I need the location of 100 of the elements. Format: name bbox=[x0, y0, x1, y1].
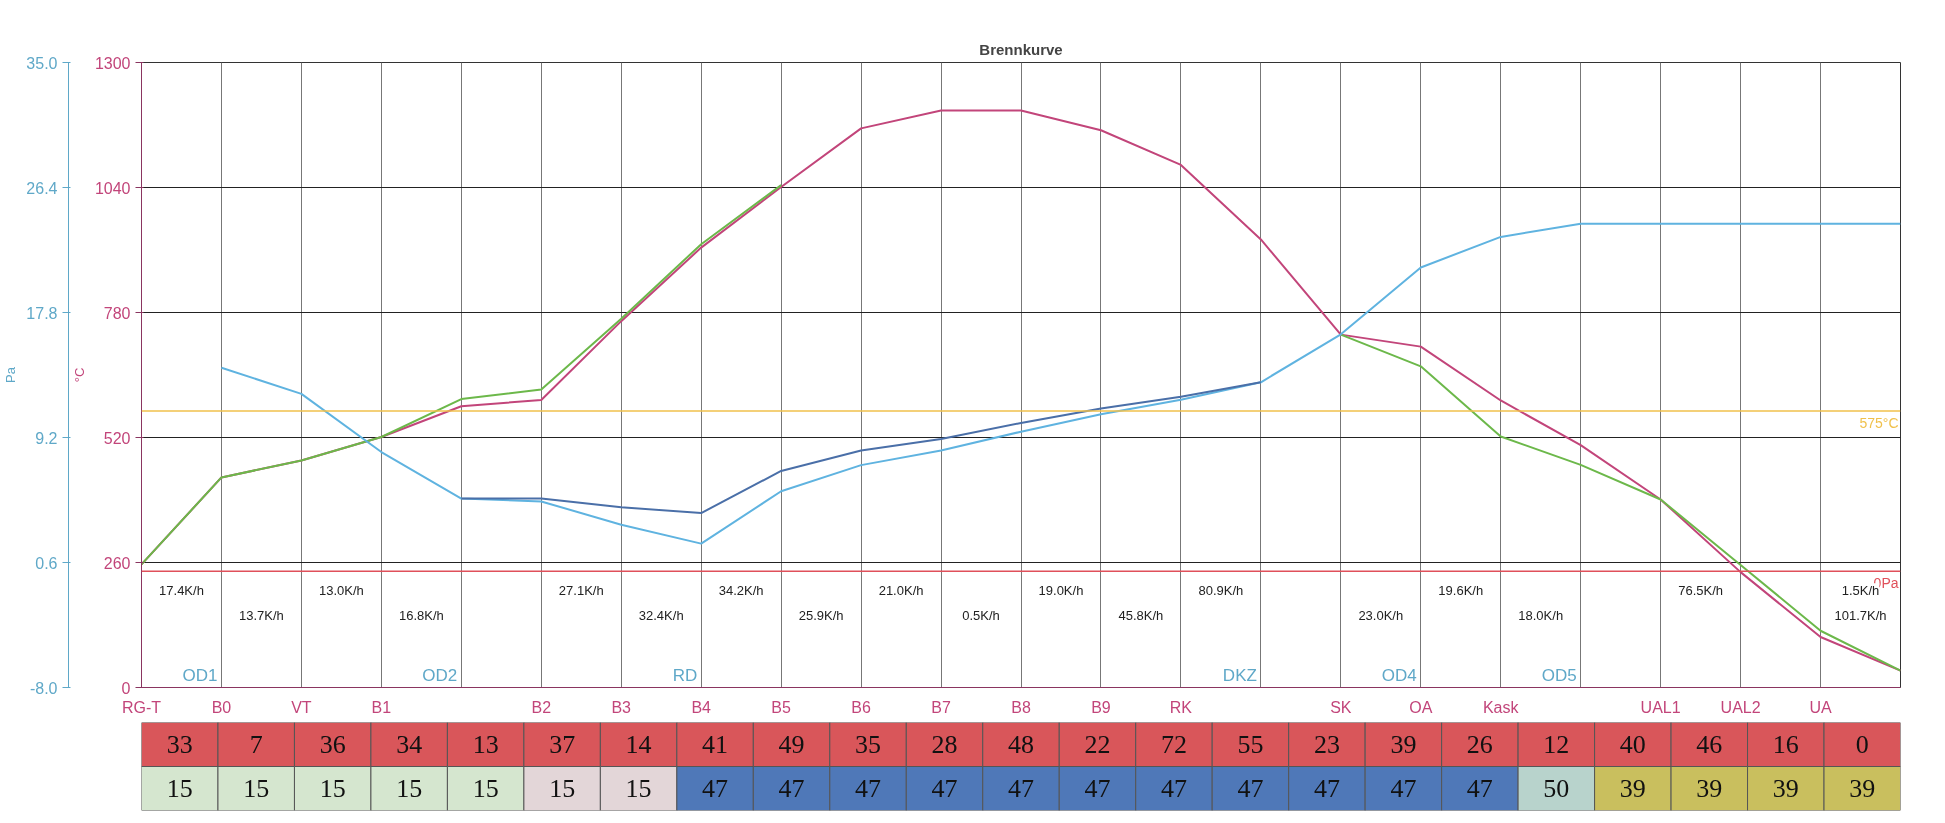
annotation: OD4 bbox=[1381, 665, 1417, 685]
x-tick-label: RG-T bbox=[121, 698, 162, 716]
annotation: 101.7K/h bbox=[1834, 608, 1887, 624]
x-tick-label: UAL1 bbox=[1640, 698, 1681, 716]
x-tick-label: RK bbox=[1169, 698, 1193, 716]
annotation: OD5 bbox=[1541, 665, 1577, 685]
data-label: 47 bbox=[702, 774, 729, 803]
data-label: 55 bbox=[1237, 730, 1264, 759]
data-label: 15 bbox=[319, 774, 346, 803]
x-tick-label: B9 bbox=[1091, 698, 1111, 716]
x-tick-label: B6 bbox=[851, 698, 871, 716]
data-label: 47 bbox=[855, 774, 882, 803]
y2-axis-title: Pa bbox=[3, 366, 19, 383]
y-axis-title: °C bbox=[71, 367, 87, 383]
data-label: 15 bbox=[396, 774, 423, 803]
data-label: 47 bbox=[1160, 774, 1187, 803]
data-label: 47 bbox=[1008, 774, 1034, 803]
data-label: 39 bbox=[1696, 774, 1723, 803]
data-label: 46 bbox=[1696, 730, 1723, 759]
annotation: DKZ bbox=[1222, 665, 1257, 685]
data-label: 26 bbox=[1466, 730, 1493, 759]
data-label: 16 bbox=[1772, 730, 1799, 759]
annotation: 25.9K/h bbox=[798, 608, 844, 624]
y2-tick-label: -8.0 bbox=[29, 679, 58, 697]
data-label: 47 bbox=[778, 774, 805, 803]
annotation: 1.5K/h bbox=[1841, 583, 1880, 599]
y-tick-label: 1040 bbox=[94, 179, 131, 197]
data-label: 48 bbox=[1008, 730, 1034, 759]
data-label: 39 bbox=[1619, 774, 1646, 803]
y2-tick-label: 26.4 bbox=[26, 179, 58, 197]
x-tick-label: UAL2 bbox=[1720, 698, 1761, 716]
y-tick-label: 0 bbox=[121, 679, 131, 697]
annotation: 34.2K/h bbox=[718, 583, 764, 599]
annotation: RD bbox=[672, 665, 698, 685]
y2-tick-label: 9.2 bbox=[35, 429, 58, 447]
data-label: 41 bbox=[702, 730, 729, 759]
data-label: 37 bbox=[549, 730, 576, 759]
data-label: 15 bbox=[549, 774, 576, 803]
data-label: 28 bbox=[931, 730, 958, 759]
data-label: 35 bbox=[855, 730, 882, 759]
ref-line-label: 575°C bbox=[1859, 415, 1899, 432]
chart-title: Brennkurve bbox=[979, 40, 1063, 58]
data-label: 39 bbox=[1849, 774, 1876, 803]
annotation: 23.0K/h bbox=[1358, 608, 1404, 624]
data-label: 12 bbox=[1543, 730, 1570, 759]
data-label: 14 bbox=[625, 730, 652, 759]
annotation: 19.0K/h bbox=[1038, 583, 1084, 599]
annotation: 0.5K/h bbox=[962, 608, 1000, 624]
data-label: 15 bbox=[472, 774, 499, 803]
data-label: 39 bbox=[1772, 774, 1799, 803]
y-tick-label: 780 bbox=[103, 304, 131, 322]
line-series bbox=[460, 381, 1262, 515]
annotation: 76.5K/h bbox=[1678, 583, 1724, 599]
data-label: 47 bbox=[1237, 774, 1264, 803]
data-label: 15 bbox=[166, 774, 193, 803]
data-label: 13 bbox=[472, 730, 499, 759]
annotation: 13.0K/h bbox=[318, 583, 364, 599]
data-label: 39 bbox=[1390, 730, 1417, 759]
data-label: 36 bbox=[319, 730, 346, 759]
y2-tick-label: 35.0 bbox=[26, 54, 58, 72]
data-label: 40 bbox=[1619, 730, 1646, 759]
x-tick-label: SK bbox=[1330, 698, 1352, 716]
data-label: 7 bbox=[249, 730, 263, 759]
y2-tick-label: 0.6 bbox=[35, 554, 58, 572]
x-tick-label: UA bbox=[1809, 698, 1832, 716]
annotation: 17.4K/h bbox=[159, 583, 204, 599]
data-label: 49 bbox=[778, 730, 805, 759]
y-tick-label: 1300 bbox=[94, 54, 131, 72]
data-label: 47 bbox=[1313, 774, 1340, 803]
y-tick-label: 260 bbox=[103, 554, 131, 572]
annotation: 80.9K/h bbox=[1198, 583, 1244, 599]
annotation: 45.8K/h bbox=[1118, 608, 1164, 624]
data-label: 47 bbox=[1084, 774, 1111, 803]
annotation: 18.0K/h bbox=[1518, 608, 1564, 624]
x-tick-label: B3 bbox=[611, 698, 632, 716]
data-label: 47 bbox=[931, 774, 958, 803]
x-tick-label: VT bbox=[291, 698, 312, 716]
annotation: 19.6K/h bbox=[1438, 583, 1484, 599]
x-tick-label: Kask bbox=[1482, 698, 1520, 716]
annotation: 21.0K/h bbox=[878, 583, 924, 599]
annotation: 32.4K/h bbox=[638, 608, 684, 624]
data-label: 22 bbox=[1084, 730, 1111, 759]
data-label: 23 bbox=[1313, 730, 1340, 759]
data-label: 15 bbox=[243, 774, 270, 803]
x-tick-label: B5 bbox=[771, 698, 792, 716]
data-label: 47 bbox=[1390, 774, 1417, 803]
annotation: OD2 bbox=[422, 665, 458, 685]
annotation: 13.7K/h bbox=[239, 608, 284, 624]
data-label: 72 bbox=[1160, 730, 1187, 759]
data-label: 50 bbox=[1543, 774, 1570, 803]
y2-tick-label: 17.8 bbox=[26, 304, 58, 322]
data-label: 0 bbox=[1855, 730, 1869, 759]
x-tick-label: B4 bbox=[691, 698, 712, 716]
x-tick-label: B2 bbox=[531, 698, 552, 716]
x-tick-label: B8 bbox=[1011, 698, 1031, 716]
y-tick-label: 520 bbox=[103, 429, 131, 447]
x-tick-label: B0 bbox=[211, 698, 232, 716]
data-label: 34 bbox=[396, 730, 423, 759]
annotation: 16.8K/h bbox=[398, 608, 444, 624]
x-tick-label: B7 bbox=[931, 698, 951, 716]
